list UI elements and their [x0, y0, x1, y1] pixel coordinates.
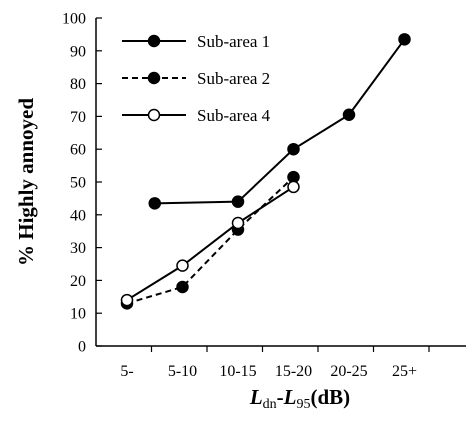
data-point — [287, 180, 300, 194]
data-point — [231, 195, 245, 208]
x-axis-ticks: 5- 5-10 10-15 15-20 20-25 25+ — [120, 346, 430, 380]
x-tick-label: 10-15 — [219, 363, 256, 380]
x-axis-title-sub-2: 95 — [296, 397, 310, 412]
y-tick-label: 80 — [70, 76, 86, 93]
legend-marker — [147, 34, 161, 48]
series-2 — [120, 170, 300, 310]
series-1 — [148, 33, 411, 210]
legend-item: Sub-area 4 — [122, 106, 271, 125]
x-tick-label: 20-25 — [330, 363, 367, 380]
legend-item: Sub-area 2 — [122, 69, 270, 88]
legend-item: Sub-area 1 — [122, 32, 270, 51]
y-tick-label: 0 — [78, 339, 86, 356]
legend-label: Sub-area 4 — [197, 106, 271, 125]
data-point — [287, 142, 300, 156]
y-tick-label: 40 — [70, 207, 86, 224]
x-axis-title: Ldn-L95(dB) — [249, 385, 350, 412]
y-tick-label: 30 — [70, 240, 86, 257]
legend: Sub-area 1 Sub-area 2 Sub-area 4 — [122, 32, 271, 125]
y-tick-label: 70 — [70, 109, 86, 126]
y-tick-label: 90 — [70, 43, 86, 60]
y-tick-label: 100 — [62, 11, 86, 28]
legend-marker — [147, 108, 161, 122]
data-point — [231, 216, 245, 230]
series-line — [126, 176, 295, 305]
y-tick-label: 50 — [70, 175, 86, 192]
x-axis-title-separator: - — [277, 385, 284, 409]
data-point — [342, 108, 356, 122]
x-tick-label: 25+ — [392, 363, 417, 380]
x-tick-label: 5- — [120, 363, 133, 380]
y-tick-label: 10 — [70, 306, 86, 323]
x-axis-title-base-2: L — [283, 385, 297, 409]
series-line — [126, 186, 295, 301]
y-axis-title: % Highly annoyed — [14, 98, 38, 266]
x-tick-label: 15-20 — [275, 363, 312, 380]
x-axis-title-base-1: L — [249, 385, 263, 409]
y-tick-label: 20 — [70, 273, 86, 290]
legend-label: Sub-area 1 — [197, 32, 270, 51]
series-3 — [120, 180, 300, 307]
y-axis-ticks: 0 10 20 30 40 50 60 70 80 90 100 — [62, 11, 102, 356]
data-point — [120, 293, 134, 307]
legend-label: Sub-area 2 — [197, 69, 270, 88]
x-tick-label: 5-10 — [168, 363, 197, 380]
x-axis-title-sub-1: dn — [263, 397, 277, 412]
legend-marker — [147, 71, 161, 85]
data-point — [176, 280, 189, 294]
data-point — [398, 33, 411, 46]
data-point — [148, 197, 161, 210]
series-group — [120, 33, 411, 310]
x-axis-title-unit: (dB) — [310, 385, 350, 409]
data-point — [176, 259, 189, 272]
y-tick-label: 60 — [70, 142, 86, 159]
series-line — [154, 38, 406, 205]
